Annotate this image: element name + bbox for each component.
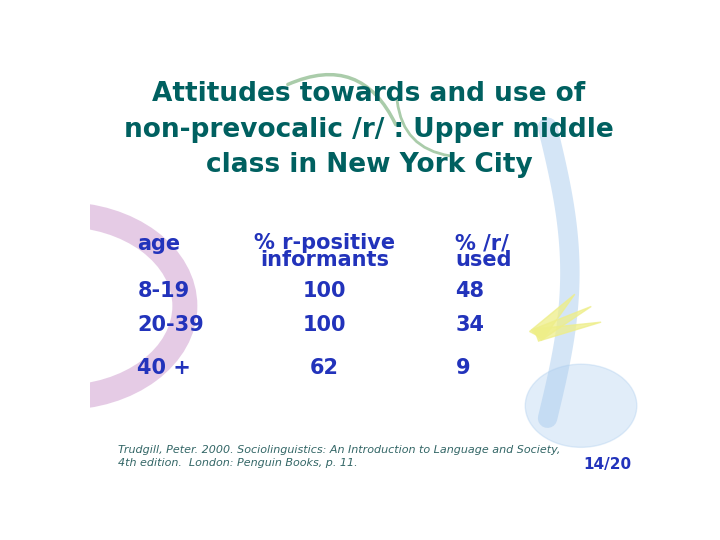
Text: 100: 100 xyxy=(302,281,346,301)
Polygon shape xyxy=(531,307,591,340)
Circle shape xyxy=(526,364,636,447)
Text: age: age xyxy=(138,234,181,254)
Text: used: used xyxy=(456,250,512,270)
Polygon shape xyxy=(534,322,601,341)
Text: % /r/: % /r/ xyxy=(456,233,509,253)
Text: 20-39: 20-39 xyxy=(138,315,204,335)
Text: non-prevocalic /r/ : Upper middle: non-prevocalic /r/ : Upper middle xyxy=(124,117,614,143)
Text: Attitudes towards and use of: Attitudes towards and use of xyxy=(153,82,585,107)
Text: 8-19: 8-19 xyxy=(138,281,189,301)
Text: 48: 48 xyxy=(456,281,485,301)
Polygon shape xyxy=(529,294,575,339)
Text: 9: 9 xyxy=(456,359,470,379)
Text: 100: 100 xyxy=(302,315,346,335)
Text: 62: 62 xyxy=(310,359,339,379)
Text: Trudgill, Peter. 2000. Sociolinguistics: An Introduction to Language and Society: Trudgill, Peter. 2000. Sociolinguistics:… xyxy=(118,446,560,469)
Text: 40 +: 40 + xyxy=(138,359,192,379)
Text: class in New York City: class in New York City xyxy=(206,152,532,178)
Text: 14/20: 14/20 xyxy=(583,457,631,472)
Text: 34: 34 xyxy=(456,315,485,335)
Text: % r-positive: % r-positive xyxy=(253,233,395,253)
Text: informants: informants xyxy=(260,250,389,270)
